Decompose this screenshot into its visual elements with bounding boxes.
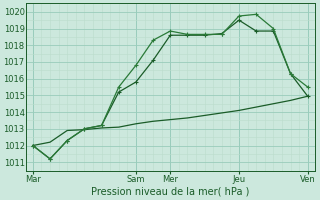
X-axis label: Pression niveau de la mer( hPa ): Pression niveau de la mer( hPa ) bbox=[91, 187, 250, 197]
